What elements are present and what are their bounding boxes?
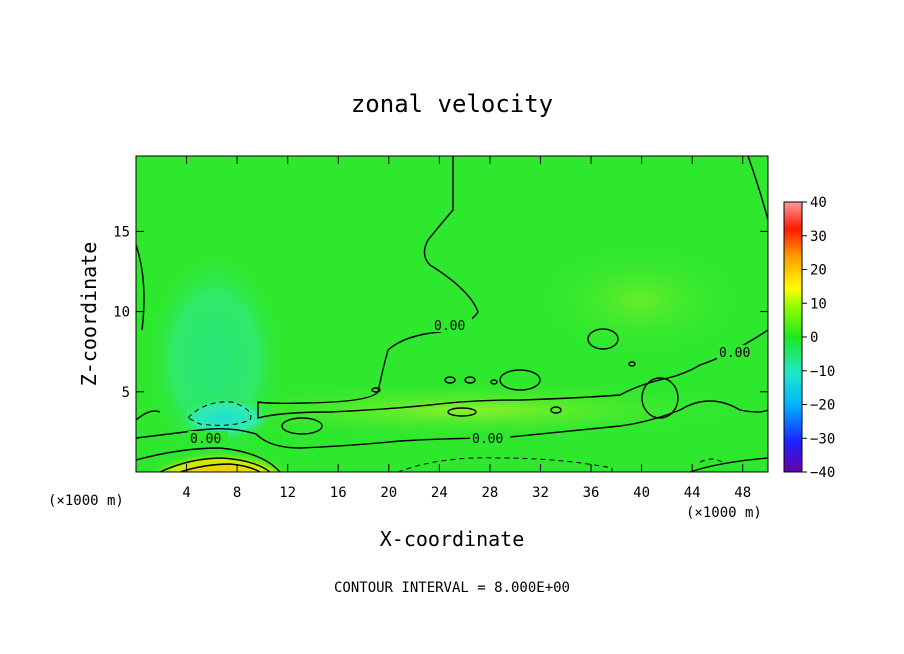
colorbar-tick-label: −40 (810, 465, 835, 481)
chart-title: zonal velocity (351, 90, 553, 118)
x-tick-label: 32 (532, 485, 549, 501)
colorbar-tick-label: 0 (810, 330, 818, 346)
colorbar-tick-label: 10 (810, 296, 827, 312)
x-unit-right: (×1000 m) (686, 505, 762, 521)
contour-zero-bottom-right (689, 457, 768, 472)
negative-upper-region (175, 396, 275, 440)
x-tick-label: 20 (380, 485, 397, 501)
surface-negative-region-right (640, 462, 760, 472)
contour-jet-inner (159, 457, 271, 472)
y-axis-ticks: 5 10 15 (113, 224, 768, 401)
colorbar-tick-label: 20 (810, 263, 827, 279)
contour-closed-island-3 (499, 369, 541, 391)
plot-area (136, 156, 768, 472)
contour-label-3: 0.00 (190, 432, 221, 447)
contour-jet-outer (136, 447, 281, 472)
x-tick-label: 28 (481, 485, 498, 501)
contour-closed-island-7 (550, 406, 562, 414)
contour-zero-right-edge (747, 156, 768, 221)
contour-closed-island-6 (444, 376, 456, 384)
x-tick-label: 40 (633, 485, 650, 501)
y-tick-label: 5 (122, 385, 130, 401)
x-tick-label: 48 (734, 485, 751, 501)
colorbar-tick-label: −20 (810, 398, 835, 414)
y-tick-label: 10 (113, 305, 130, 321)
contour-closed-island-10 (371, 387, 381, 393)
contour-closed-island-8 (490, 379, 498, 385)
contour-closed-island-5 (464, 376, 476, 384)
x-axis-label: X-coordinate (380, 527, 525, 551)
upper-right-light-region (530, 240, 750, 360)
x-tick-label: 12 (279, 485, 296, 501)
colorbar-ticks: 40 30 20 10 0 −10 −20 −30 −40 (802, 195, 835, 481)
contour-closed-island-4 (447, 407, 477, 417)
contour-negative-surface-right (699, 458, 723, 463)
contour-zero-lower (136, 400, 768, 449)
colorbar-tick-label: −30 (810, 431, 835, 447)
x-unit-left: (×1000 m) (48, 493, 124, 509)
contour-zero-central (257, 156, 768, 419)
contour-zero-upper-left (136, 244, 145, 331)
contour-closed-island-1 (587, 328, 619, 350)
negative-contours (187, 401, 723, 472)
colorbar-tick-label: 40 (810, 195, 827, 211)
contour-closed-island-9 (628, 361, 636, 367)
contour-closed-island-2 (641, 377, 679, 419)
contour-jet-core (179, 463, 261, 472)
y-axis-label: Z-coordinate (77, 242, 101, 387)
colorbar-tick-label: −10 (810, 364, 835, 380)
x-tick-label: 44 (684, 485, 701, 501)
x-tick-label: 24 (431, 485, 448, 501)
x-axis-ticks: 4 8 12 16 20 24 28 32 36 40 44 48 (182, 156, 751, 501)
plot-frame (135, 155, 769, 473)
colorbar-tick-label: 30 (810, 229, 827, 245)
contour-negative-surface (397, 457, 613, 472)
contour-interval-note: CONTOUR INTERVAL = 8.000E+00 (334, 580, 570, 596)
contour-label-2: 0.00 (719, 346, 750, 361)
contour-closed-small-1 (281, 417, 323, 435)
x-tick-label: 36 (583, 485, 600, 501)
x-tick-label: 16 (330, 485, 347, 501)
contour-labels: 0.00 0.00 0.00 0.00 (188, 318, 757, 447)
contour-negative-upper (187, 401, 252, 426)
contour-lines (136, 156, 768, 472)
contour-label-1: 0.00 (434, 319, 465, 334)
contour-left-wiggle (136, 410, 161, 421)
colorbar (783, 201, 803, 473)
y-tick-label: 15 (113, 224, 130, 240)
jet-core-maximum (145, 440, 295, 472)
x-tick-label: 8 (233, 485, 241, 501)
x-tick-label: 4 (182, 485, 190, 501)
contour-label-4: 0.00 (472, 432, 503, 447)
